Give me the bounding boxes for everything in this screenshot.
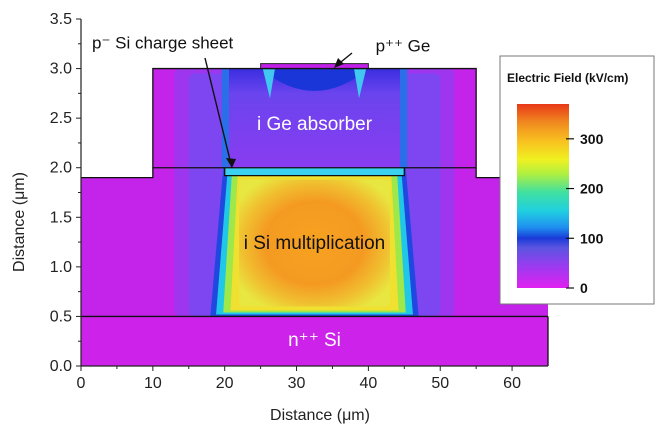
region-label-si-multiplication: i Si multiplication	[244, 233, 386, 254]
annotation-p-ge: p⁺⁺ Ge	[376, 37, 431, 56]
y-axis-label: Distance (μm)	[11, 172, 28, 272]
colorbar-tick-label: 300	[580, 131, 604, 147]
annotation-arrows	[204, 52, 353, 169]
region-charge-sheet	[224, 167, 405, 176]
colorbar-ticks: 0 100 200 300	[566, 131, 604, 296]
colorbar-tick-label: 0	[580, 280, 588, 296]
x-axis-label: Distance (μm)	[270, 407, 370, 424]
ge-top-field	[260, 68, 369, 91]
ge-top-spike-right	[354, 68, 367, 99]
region-si-multiplication	[239, 179, 390, 307]
x-tick-label: 0	[77, 375, 86, 392]
x-tick-label: 30	[288, 375, 306, 392]
region-n-si	[81, 316, 548, 366]
outline-cladding	[81, 67, 548, 179]
y-tick-label: 0.0	[50, 358, 72, 375]
region-p-ge	[260, 63, 369, 70]
ge-top-spike-left	[262, 68, 275, 99]
colorbar-tick-label: 100	[580, 230, 604, 246]
region-label-ge-absorber: i Ge absorber	[257, 114, 373, 135]
outline-charge-sheet	[224, 167, 405, 177]
colorbar-title: Electric Field (kV/cm)	[507, 71, 628, 85]
colorbar-strip	[517, 104, 569, 288]
x-tick-label: 10	[144, 375, 162, 392]
ge-edge-left	[221, 68, 230, 168]
ge-edge-right	[399, 68, 408, 168]
axes: 0 10 20 30 40 50 60 0.0 0.5 1.0 1.5 2.0 2.5 3.0 3.5	[50, 11, 548, 392]
x-tick-label: 60	[503, 375, 521, 392]
y-tick-label: 0.5	[50, 308, 72, 325]
x-tick-label: 50	[431, 375, 449, 392]
x-tick-label: 40	[359, 375, 377, 392]
x-tick-label: 20	[216, 375, 234, 392]
device-plot-area	[81, 63, 549, 367]
y-tick-label: 2.5	[50, 110, 72, 127]
colorbar: Electric Field (kV/cm) 0 100 200 300	[499, 55, 655, 305]
y-tick-label: 3.5	[50, 11, 72, 28]
arrow-charge-sheet-line	[204, 57, 233, 169]
arrow-charge-sheet-head	[226, 158, 236, 168]
annotation-charge-sheet: p⁻ Si charge sheet	[92, 34, 234, 53]
y-tick-label: 1.5	[50, 209, 72, 226]
y-tick-label: 2.0	[50, 160, 72, 177]
y-tick-label: 1.0	[50, 259, 72, 276]
colorbar-tick-label: 200	[580, 181, 604, 197]
region-label-n-si: n⁺⁺ Si	[288, 330, 341, 351]
arrow-p-ge-head	[334, 58, 344, 68]
y-tick-label: 3.0	[50, 61, 72, 78]
